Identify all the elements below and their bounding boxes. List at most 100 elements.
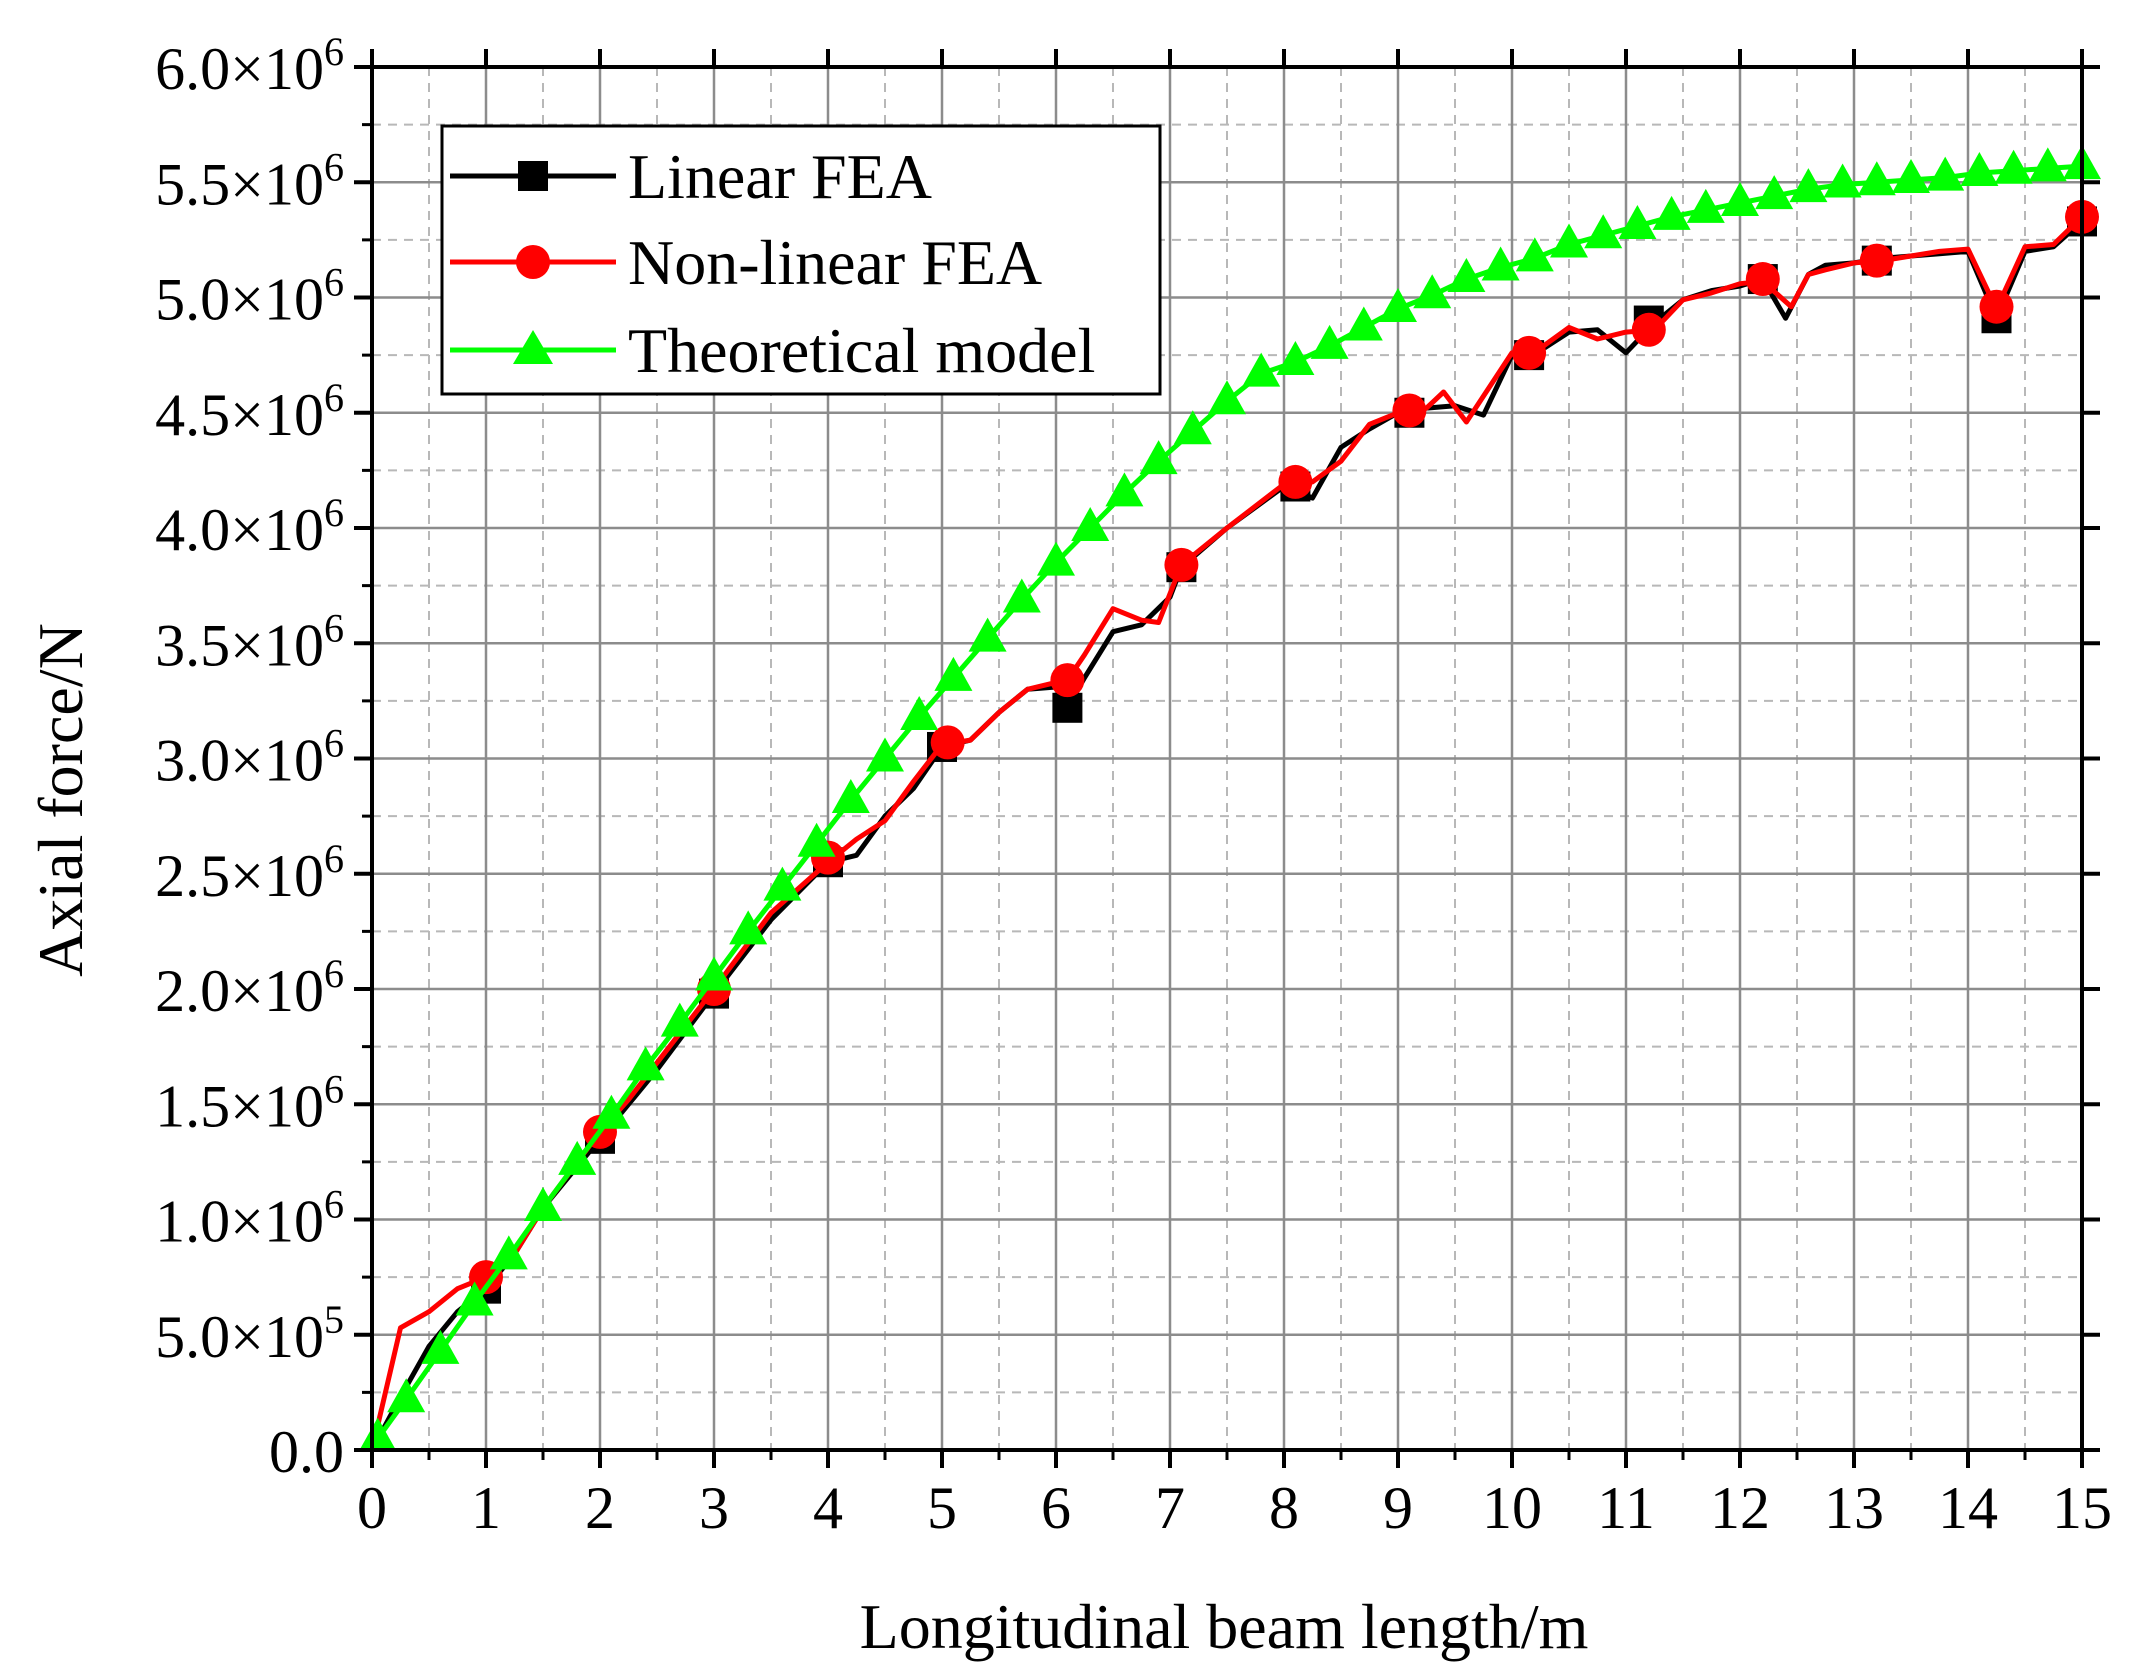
y-tick-exponent: 6 [324, 260, 344, 305]
y-tick-label: 3.5×106 [155, 605, 344, 678]
x-tick-label: 9 [1383, 1475, 1413, 1541]
theoretical-point [797, 822, 836, 857]
y-axis-title: Axial force/N [25, 623, 96, 977]
theoretical-point [592, 1094, 631, 1129]
theoretical-point [1857, 161, 1896, 196]
theoretical-point [387, 1378, 426, 1413]
y-tick-exponent: 6 [324, 144, 344, 189]
theoretical-point [455, 1281, 494, 1316]
x-tick-label: 0 [357, 1475, 387, 1541]
x-tick-label: 3 [699, 1475, 729, 1541]
nonlinear-fea-point [1278, 464, 1313, 499]
theoretical-point [900, 696, 939, 731]
theoretical-point [1550, 223, 1588, 258]
nonlinear-fea-point [1164, 547, 1199, 582]
theoretical-point [1242, 352, 1281, 387]
theoretical-point [524, 1186, 562, 1221]
theoretical-point [1926, 156, 1965, 191]
theoretical-point [1379, 288, 1417, 323]
legend: Linear FEA Non-linear FEA Theoretical mo… [440, 124, 1162, 396]
theoretical-point [626, 1046, 665, 1081]
x-axis-title: Longitudinal beam length/m [860, 1591, 1589, 1662]
theoretical-point [1173, 410, 1212, 445]
y-tick-label: 5.0×106 [155, 260, 344, 333]
theoretical-point [934, 656, 973, 691]
y-tick-label: 5.0×105 [155, 1297, 344, 1370]
theoretical-point [1652, 195, 1691, 230]
theoretical-point [1584, 214, 1623, 249]
theoretical-point [558, 1140, 597, 1175]
x-tick-label: 15 [2052, 1475, 2112, 1541]
y-tick-label: 4.0×106 [155, 490, 344, 563]
legend-nonlinear-marker [516, 245, 550, 279]
theoretical-point [1071, 507, 1110, 541]
theoretical-point [489, 1235, 528, 1270]
x-tick-label: 14 [1938, 1475, 1998, 1541]
theoretical-point [1755, 175, 1794, 210]
linear-fea-point [1052, 692, 1083, 723]
theoretical-point [2028, 147, 2067, 182]
theoretical-point [1686, 188, 1725, 223]
y-tick-exponent: 6 [324, 375, 344, 420]
x-tick-label: 12 [1710, 1475, 1770, 1541]
theoretical-point [763, 866, 802, 901]
theoretical-point [831, 778, 870, 813]
series-layer [358, 145, 2101, 1452]
y-tick-exponent: 6 [324, 29, 344, 74]
nonlinear-fea-point [1631, 312, 1666, 347]
y-tick-label: 5.5×106 [155, 144, 344, 217]
x-tick-label: 7 [1155, 1475, 1185, 1541]
y-tick-label: 6.0×106 [155, 29, 344, 102]
theoretical-point [1276, 341, 1315, 376]
x-tick-label: 8 [1269, 1475, 1299, 1541]
theoretical-point [1618, 205, 1657, 240]
nonlinear-fea-point [1050, 663, 1085, 698]
nonlinear-fea-point [1392, 393, 1427, 428]
theoretical-point [1344, 306, 1383, 341]
legend-linear-label: Linear FEA [628, 141, 932, 212]
theoretical-point [968, 617, 1007, 652]
legend-theoretical-label: Theoretical model [628, 315, 1095, 386]
x-tick-label: 2 [585, 1475, 615, 1541]
nonlinear-fea-point [1745, 262, 1780, 297]
y-tick-label: 4.5×106 [155, 375, 344, 448]
theoretical-point [358, 1417, 397, 1452]
theoretical-point [729, 910, 768, 945]
y-tick-label: 3.0×106 [155, 721, 344, 794]
theoretical-point [1310, 324, 1349, 359]
y-tick-label: 2.0×106 [155, 951, 344, 1024]
y-tick-label: 0.0 [269, 1419, 344, 1485]
theoretical-point [1960, 152, 1999, 187]
theoretical-point [1994, 149, 2033, 184]
x-tick-label: 6 [1041, 1475, 1071, 1541]
y-tick-label: 1.0×106 [155, 1182, 344, 1255]
theoretical-point [1002, 578, 1041, 613]
theoretical-point [866, 737, 904, 772]
y-tick-exponent: 6 [324, 605, 344, 650]
theoretical-point [1413, 274, 1452, 309]
y-tick-exponent: 5 [324, 1297, 344, 1342]
theoretical-point [1481, 246, 1520, 281]
theoretical-point [1823, 163, 1862, 198]
nonlinear-fea-point [930, 725, 965, 760]
y-tick-exponent: 6 [324, 490, 344, 535]
theoretical-point [1037, 541, 1075, 576]
legend-theoretical-marker [513, 330, 553, 364]
axes-layer [354, 49, 2100, 1468]
nonlinear-fea-point [1859, 243, 1894, 278]
y-tick-label: 1.5×106 [155, 1066, 344, 1139]
nonlinear-fea-point [1512, 335, 1547, 370]
legend-nonlinear-label: Non-linear FEA [628, 227, 1042, 298]
theoretical-point [1447, 258, 1486, 293]
x-tick-label: 5 [927, 1475, 957, 1541]
x-tick-label: 13 [1824, 1475, 1884, 1541]
x-tick-label: 10 [1482, 1475, 1542, 1541]
theoretical-point [695, 956, 733, 991]
legend-linear-marker [518, 161, 548, 191]
x-tick-label: 11 [1597, 1475, 1655, 1541]
y-tick-label: 2.5×106 [155, 836, 344, 909]
theoretical-point [1892, 158, 1930, 193]
y-tick-exponent: 6 [324, 1182, 344, 1227]
